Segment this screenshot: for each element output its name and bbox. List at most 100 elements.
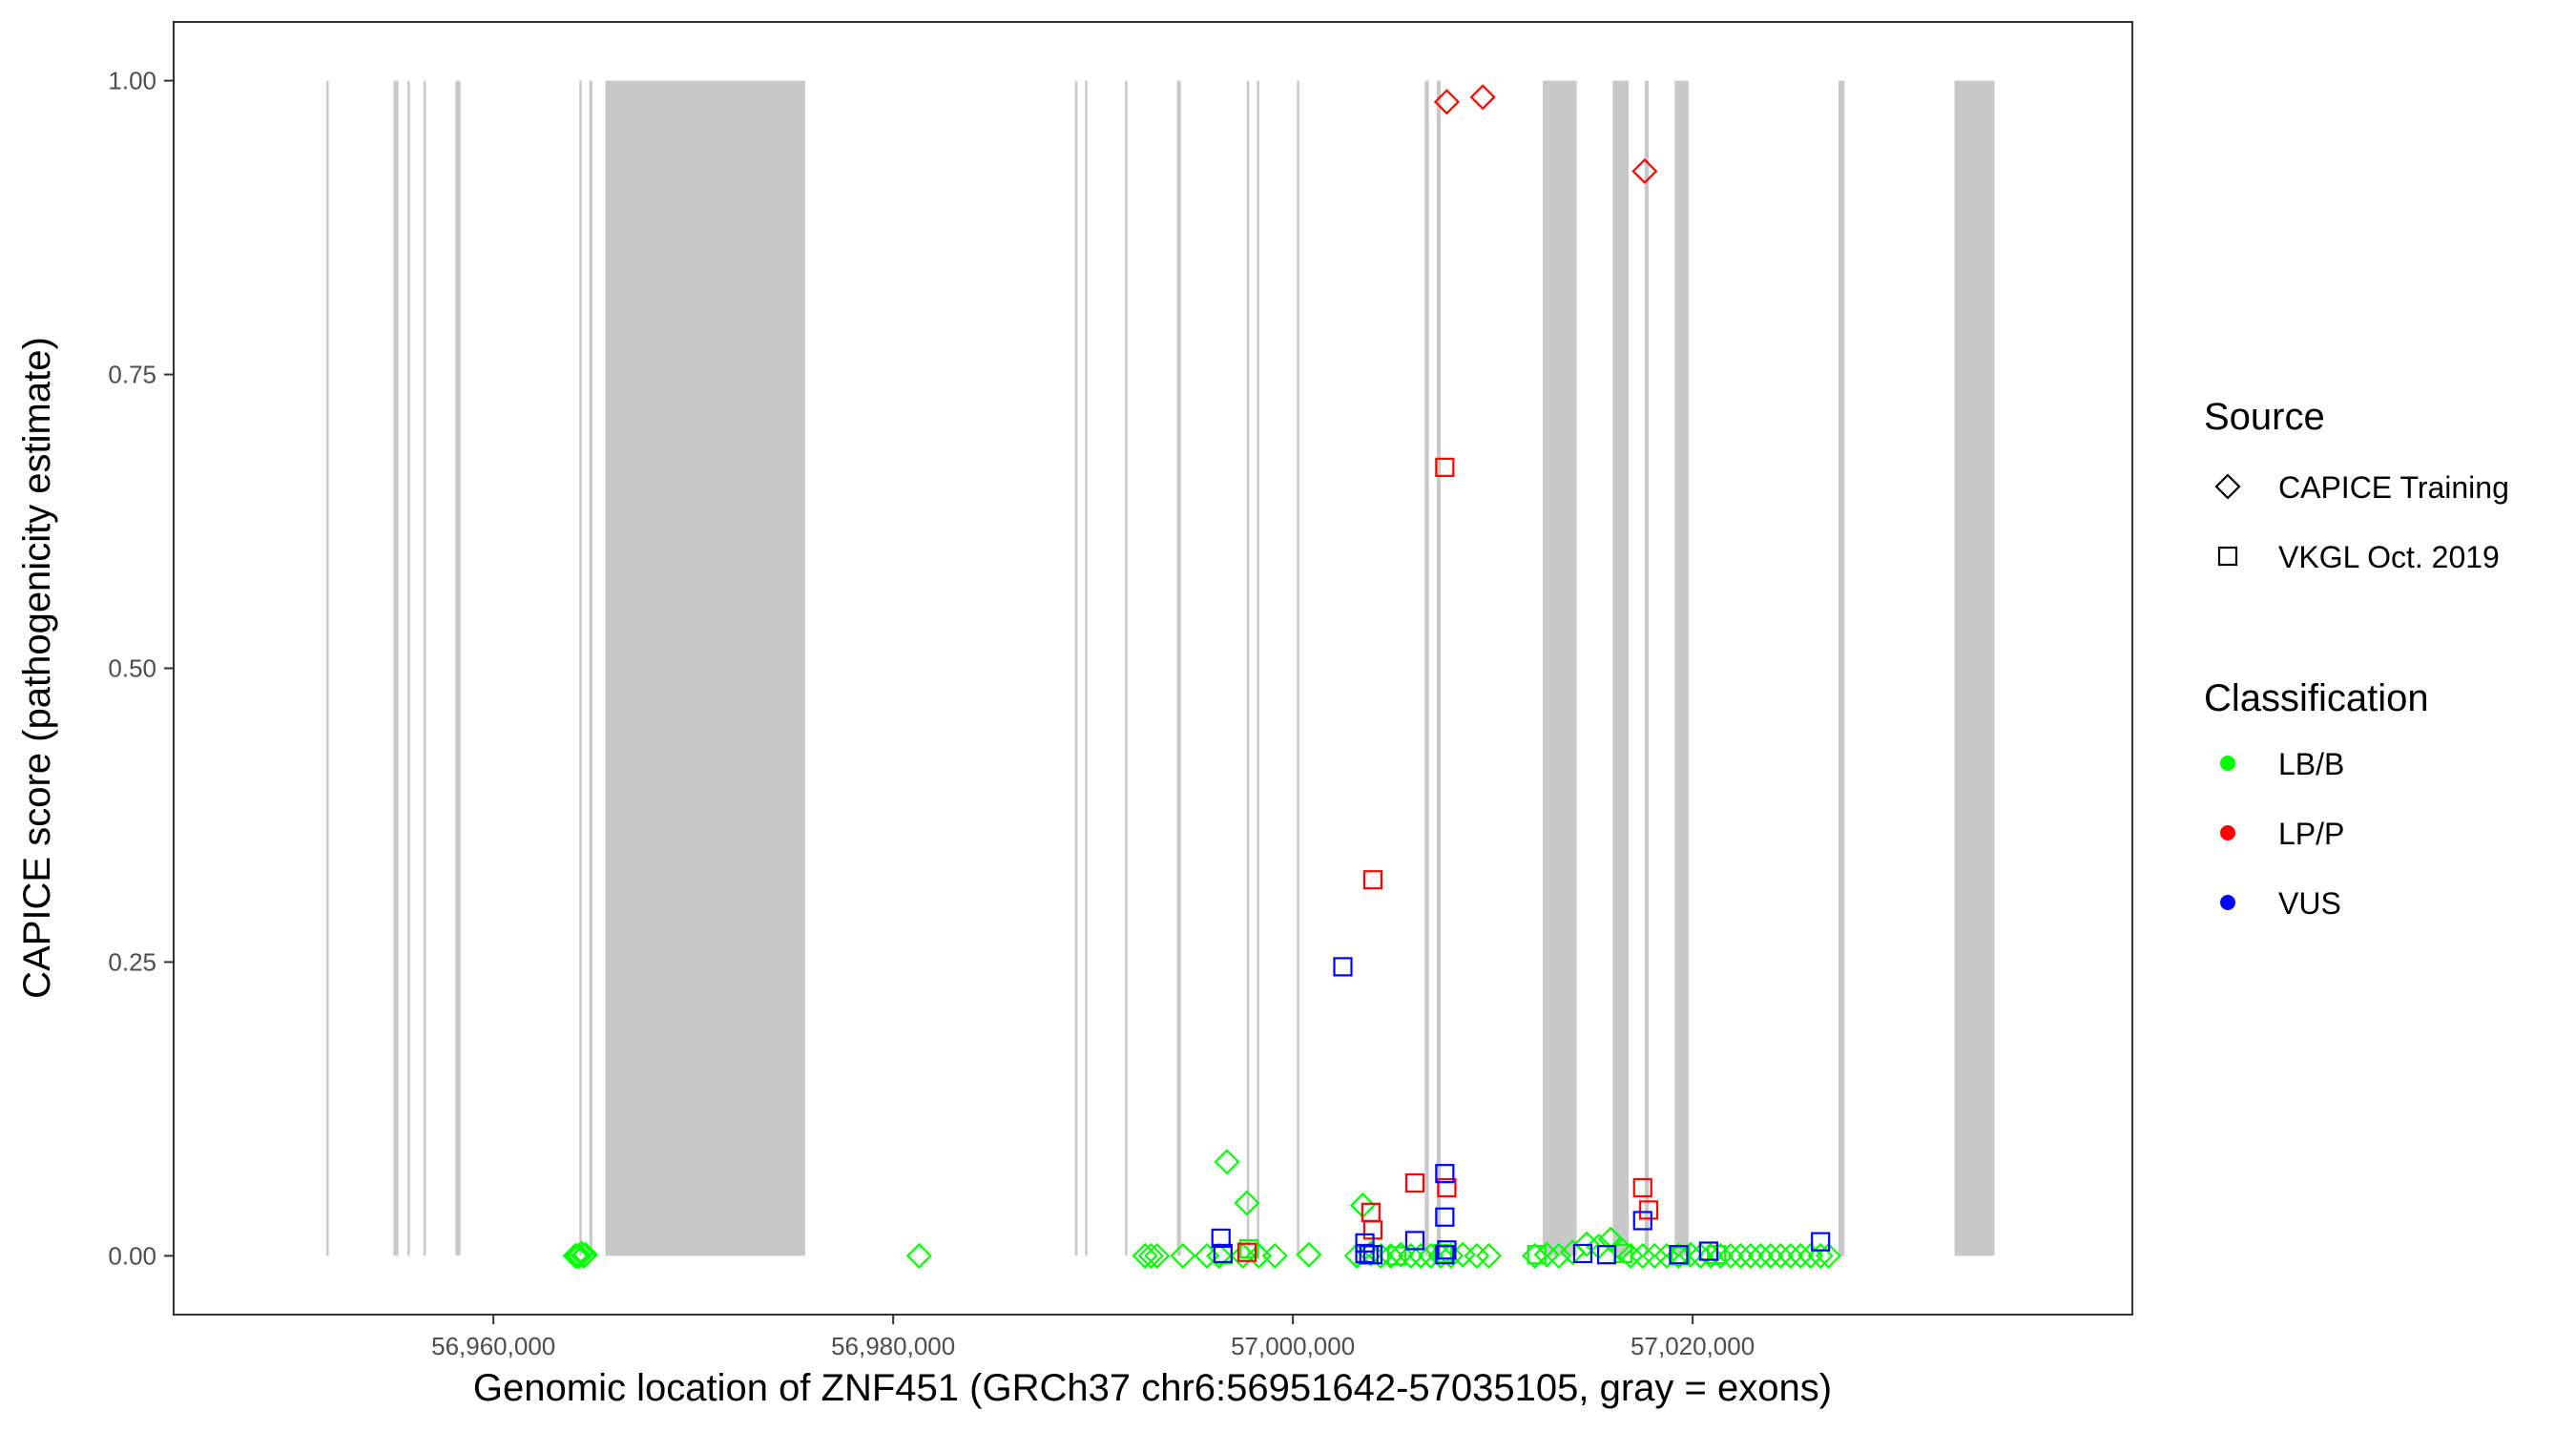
exon-bar: [1176, 80, 1181, 1256]
training-lbb-point: [1677, 1241, 1704, 1268]
y-axis-title: CAPICE score (pathogenicity estimate): [16, 337, 58, 999]
exon-bar: [326, 80, 329, 1256]
vkgl-vus-point: [1811, 1232, 1831, 1252]
vkgl-vus-point: [1572, 1243, 1593, 1264]
training-lbb-point: [1641, 1242, 1668, 1269]
training-lbb-point: [1387, 1241, 1414, 1268]
legend-source-title: Source: [2204, 396, 2325, 438]
training-lbb-point: [1378, 1242, 1404, 1269]
training-lbb-point: [1717, 1242, 1744, 1269]
training-lbb-point: [1816, 1242, 1842, 1269]
exon-bar: [1297, 80, 1299, 1256]
training-lbb-point: [1296, 1241, 1322, 1268]
vkgl-lbb-point: [1671, 1246, 1691, 1266]
training-lbb-point: [1617, 1242, 1644, 1269]
vkgl-vus-point: [1435, 1245, 1455, 1265]
training-lbb-point: [1144, 1242, 1171, 1269]
legend-source-items: CAPICE Training VKGL Oct. 2019: [2214, 470, 2509, 574]
training-lbb-point: [1170, 1242, 1196, 1269]
training-lbb-point: [1807, 1242, 1834, 1269]
vkgl-vus-point: [1435, 1164, 1455, 1184]
exon-bar: [393, 80, 399, 1256]
vkgl-lpp-point: [1404, 1172, 1425, 1193]
legend-source-label: VKGL Oct. 2019: [2278, 540, 2500, 574]
legend-classification-label: LB/B: [2278, 747, 2344, 781]
exon-bar: [1246, 80, 1250, 1256]
training-lbb-point: [1777, 1242, 1804, 1269]
vkgl-vus-point: [1698, 1241, 1718, 1261]
training-lbb-point: [1797, 1242, 1824, 1269]
y-tick-label: 0.00: [108, 1241, 156, 1270]
x-axis: 56,960,000 56,980,000 57,000,000 57,020,000: [431, 1315, 1755, 1360]
vkgl-vus-point: [1333, 957, 1353, 977]
training-lbb-point: [1214, 1149, 1240, 1175]
training-lbb-point: [1132, 1242, 1158, 1269]
training-lbb-point: [1653, 1242, 1680, 1269]
exon-bar: [605, 80, 805, 1256]
training-lbb-point: [564, 1242, 591, 1269]
exon-bar: [407, 80, 410, 1256]
training-lbb-point: [1206, 1242, 1233, 1269]
vkgl-vus-point: [1437, 1240, 1457, 1260]
vkgl-lpp-point: [1236, 1242, 1257, 1262]
vkgl-lpp-point: [1632, 1177, 1652, 1198]
exon-bar: [579, 80, 582, 1256]
y-tick-label: 0.75: [108, 361, 156, 389]
exon-bar: [1543, 80, 1577, 1256]
training-lbb-point: [1261, 1242, 1288, 1269]
x-tick-label: 56,980,000: [831, 1332, 955, 1360]
vkgl-lpp-point: [1638, 1200, 1659, 1220]
y-axis: 0.00 0.25 0.50 0.75 1.00: [108, 67, 174, 1270]
vkgl-lbb-point: [1433, 1243, 1453, 1264]
exon-bar: [1257, 80, 1259, 1256]
legend-classification-items: LB/B LP/P VUS: [2220, 747, 2344, 921]
vkgl-lpp-point: [1437, 1177, 1457, 1198]
y-tick-label: 0.50: [108, 654, 156, 683]
data-points: [562, 84, 1842, 1269]
exon-bar: [1436, 80, 1442, 1256]
exon-bar: [1644, 80, 1650, 1256]
exon-bar: [1424, 80, 1429, 1256]
training-lbb-point: [1533, 1241, 1560, 1268]
training-lbb-point: [1137, 1242, 1164, 1269]
legend-diamond-icon: [2214, 473, 2241, 500]
vkgl-vus-point: [1669, 1245, 1689, 1265]
vkgl-lbb-point: [1386, 1246, 1407, 1266]
exon-bar: [455, 80, 461, 1256]
training-lpp-point: [1469, 84, 1496, 111]
training-lbb-point: [1438, 1242, 1465, 1269]
vkgl-vus-point: [1211, 1228, 1231, 1249]
vkgl-vus-point: [1596, 1245, 1617, 1265]
exon-regions: [326, 80, 1995, 1256]
exon-bar: [1674, 80, 1689, 1256]
training-lbb-point: [1787, 1242, 1814, 1269]
legend-color-dot-icon: [2220, 825, 2235, 840]
training-lbb-point: [562, 1242, 589, 1269]
x-tick-label: 57,020,000: [1631, 1332, 1755, 1360]
exon-bar: [1085, 80, 1088, 1256]
vkgl-lbb-point: [1527, 1245, 1547, 1265]
legend-classification-title: Classification: [2204, 677, 2429, 719]
vkgl-lbb-point: [1238, 1238, 1259, 1259]
exon-bar: [1954, 80, 1995, 1256]
legend-classification-label: LP/P: [2278, 817, 2344, 851]
legend-color-dot-icon: [2220, 895, 2235, 910]
y-tick-label: 0.25: [108, 947, 156, 976]
legend-square-icon: [2217, 546, 2238, 567]
vkgl-vus-point: [1435, 1207, 1455, 1227]
exon-bar: [1839, 80, 1845, 1256]
x-tick-label: 56,960,000: [431, 1332, 555, 1360]
vkgl-vus-point: [1404, 1231, 1425, 1251]
vkgl-lpp-point: [1362, 870, 1383, 890]
training-lbb-point: [905, 1242, 932, 1269]
training-lbb-point: [1757, 1242, 1784, 1269]
exon-bar: [1125, 80, 1128, 1256]
training-lbb-point: [1407, 1242, 1434, 1269]
y-tick-label: 1.00: [108, 67, 156, 95]
training-lbb-point: [1546, 1242, 1572, 1269]
training-lbb-point: [1727, 1242, 1754, 1269]
training-lpp-point: [1631, 157, 1658, 184]
vkgl-lpp-point: [1435, 457, 1455, 477]
training-lbb-point: [1707, 1242, 1735, 1269]
